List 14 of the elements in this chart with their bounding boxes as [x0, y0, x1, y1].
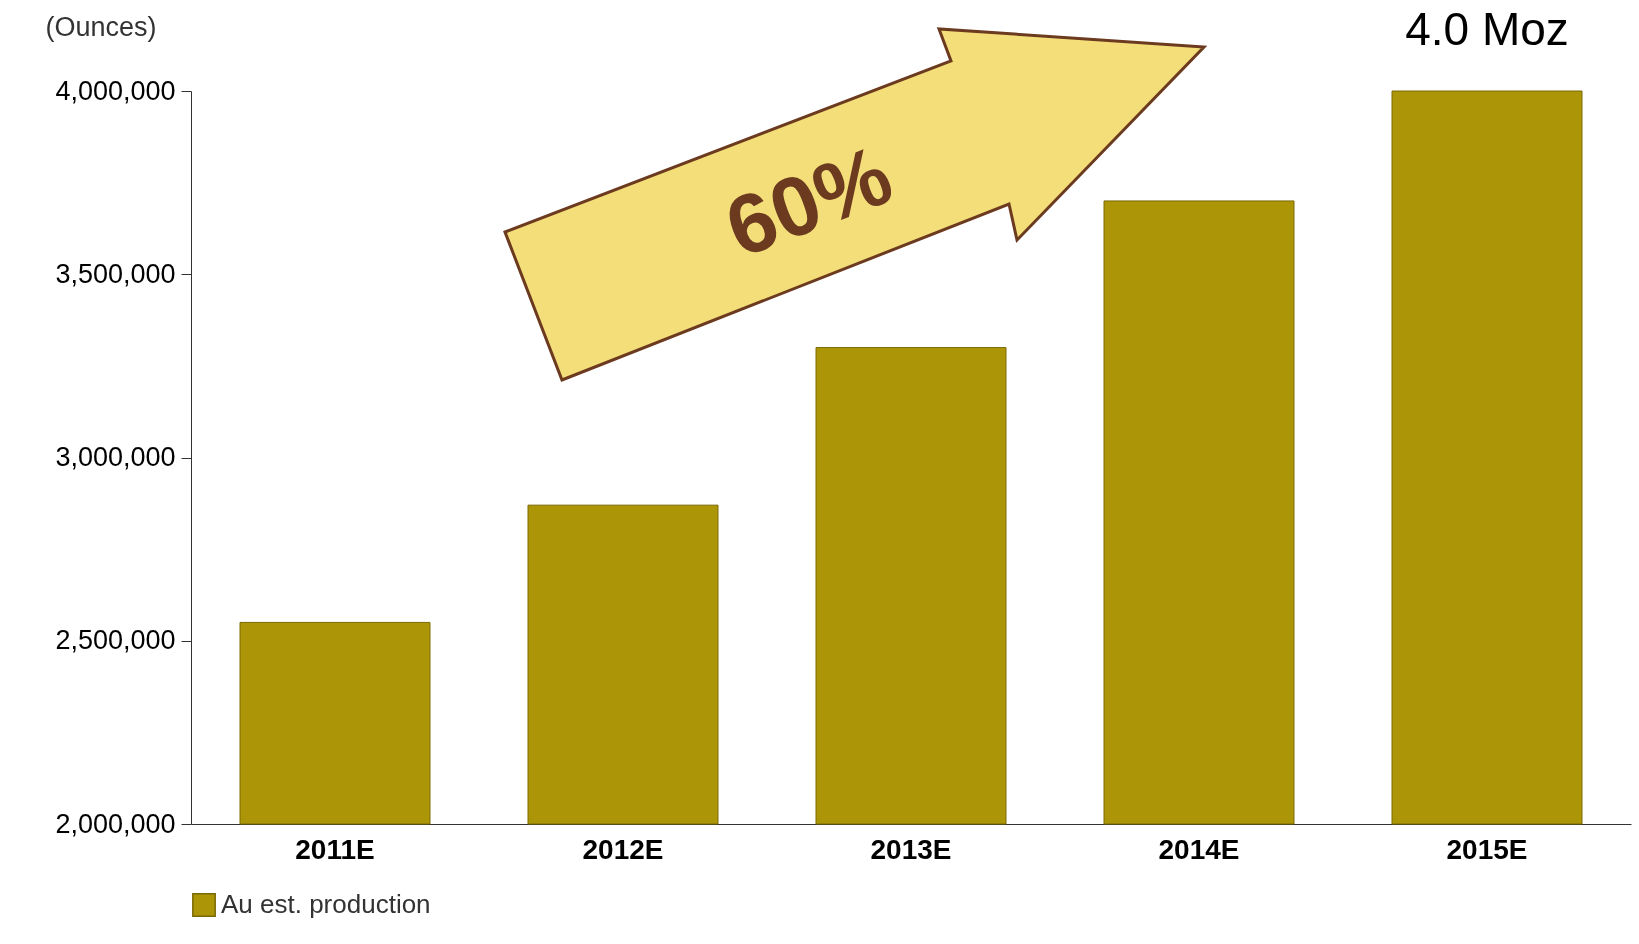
annotation: 60% [713, 127, 904, 276]
x-tick-label: 2013E [870, 833, 952, 865]
y-tick-label: 3,500,000 [55, 258, 176, 289]
y-tick-label: 3,000,000 [55, 442, 176, 472]
x-tick-label: 2012E [582, 833, 664, 865]
x-tick-label: 2011E [295, 833, 375, 865]
legend-label: Au est. production [221, 889, 431, 919]
y-tick-label: 2,500,000 [55, 625, 176, 656]
y-axis-title: (Ounces) [45, 11, 157, 42]
y-tick-label: 4,000,000 [55, 75, 176, 106]
x-tick-label: 2014E [1158, 833, 1240, 865]
x-tick-label: 2015E [1446, 833, 1528, 865]
annotation: 4.0 Moz [1405, 3, 1569, 55]
y-tick-label: 2,000,000 [55, 808, 176, 839]
